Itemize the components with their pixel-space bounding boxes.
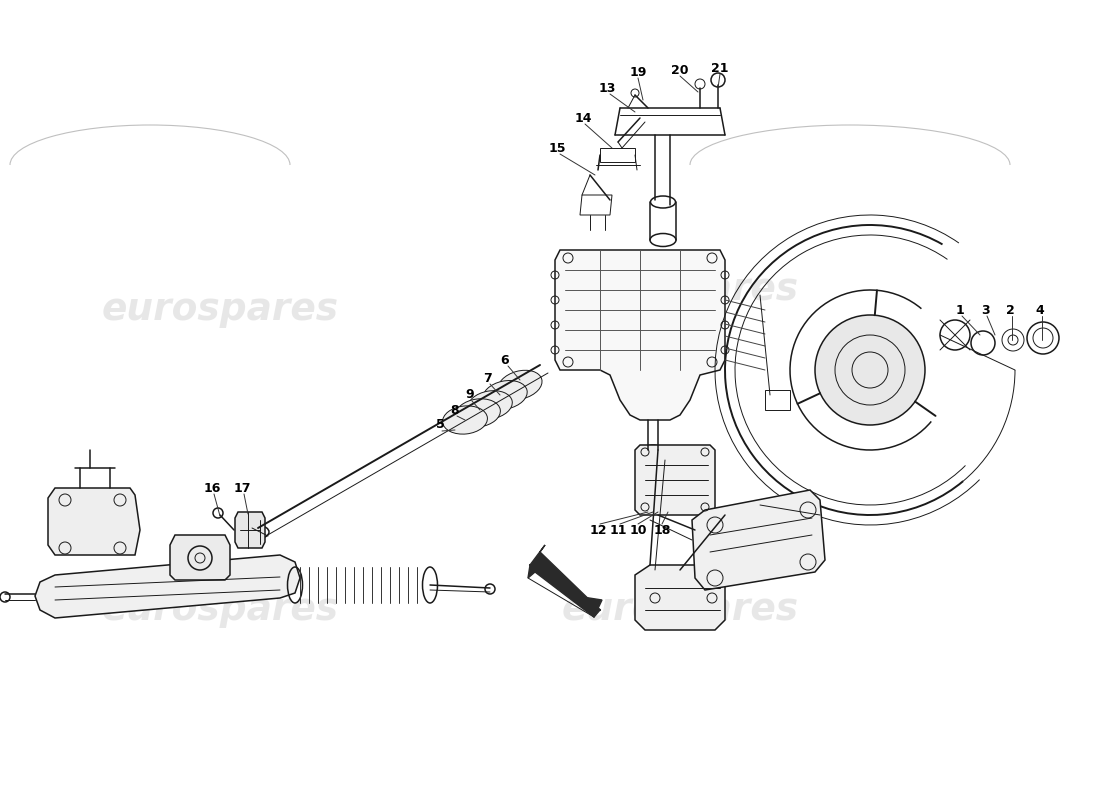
Text: eurospares: eurospares xyxy=(561,592,799,628)
Polygon shape xyxy=(170,535,230,580)
Text: 4: 4 xyxy=(1035,303,1044,317)
Text: 6: 6 xyxy=(500,354,509,366)
Ellipse shape xyxy=(820,325,910,395)
Ellipse shape xyxy=(455,398,500,427)
Ellipse shape xyxy=(483,381,527,410)
Text: 3: 3 xyxy=(981,303,989,317)
Polygon shape xyxy=(35,555,300,618)
Polygon shape xyxy=(635,565,725,630)
Polygon shape xyxy=(570,595,602,617)
Text: 8: 8 xyxy=(451,403,460,417)
Polygon shape xyxy=(556,250,725,420)
Text: 21: 21 xyxy=(712,62,728,74)
Polygon shape xyxy=(48,488,140,555)
Text: 12: 12 xyxy=(590,523,607,537)
Text: 1: 1 xyxy=(956,303,965,317)
Text: 9: 9 xyxy=(465,389,474,402)
Text: eurospares: eurospares xyxy=(101,592,339,628)
Text: 16: 16 xyxy=(204,482,221,494)
Text: 17: 17 xyxy=(233,482,251,494)
Ellipse shape xyxy=(442,406,487,434)
Polygon shape xyxy=(528,545,600,617)
Circle shape xyxy=(815,315,925,425)
Text: 18: 18 xyxy=(653,523,671,537)
Text: 15: 15 xyxy=(548,142,565,154)
Text: 20: 20 xyxy=(671,63,689,77)
Text: 7: 7 xyxy=(484,371,493,385)
Text: 2: 2 xyxy=(1005,303,1014,317)
Ellipse shape xyxy=(498,370,542,400)
Text: 11: 11 xyxy=(609,523,627,537)
Text: eurospares: eurospares xyxy=(101,292,339,328)
Text: 5: 5 xyxy=(436,418,444,431)
Ellipse shape xyxy=(468,390,513,419)
Text: 13: 13 xyxy=(598,82,616,94)
Text: 19: 19 xyxy=(629,66,647,78)
Text: 14: 14 xyxy=(574,111,592,125)
Polygon shape xyxy=(235,512,265,548)
Polygon shape xyxy=(692,490,825,590)
Text: eurospares: eurospares xyxy=(561,272,799,308)
Text: 10: 10 xyxy=(629,523,647,537)
Polygon shape xyxy=(635,445,715,515)
